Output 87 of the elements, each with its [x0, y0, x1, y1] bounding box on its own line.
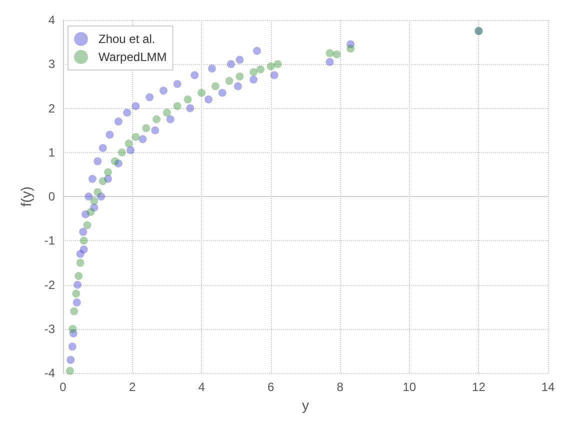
point	[88, 174, 96, 183]
point	[70, 307, 78, 316]
point	[198, 88, 206, 97]
point	[152, 115, 161, 124]
x-tick-label: 8	[336, 380, 344, 394]
point	[80, 236, 88, 245]
x-tick-label: 6	[268, 380, 275, 394]
point	[162, 108, 171, 117]
point	[159, 86, 168, 95]
point	[72, 290, 80, 298]
y-tick-label: -4	[44, 366, 56, 380]
point	[124, 140, 133, 148]
y-axis-title: f(y)	[18, 186, 34, 207]
point	[190, 71, 199, 80]
y-tick-label: 3	[48, 57, 56, 72]
point	[132, 102, 140, 110]
point	[66, 356, 75, 364]
point	[225, 76, 234, 85]
x-tick-label: 10	[402, 380, 416, 394]
point	[79, 228, 88, 236]
point	[218, 88, 226, 97]
point	[86, 208, 95, 216]
point	[104, 168, 112, 176]
point	[253, 46, 261, 55]
point	[98, 144, 107, 152]
x-tick-label: 0	[60, 380, 67, 394]
y-tick-label: -3	[44, 322, 56, 336]
point	[234, 82, 242, 90]
point	[173, 80, 182, 88]
point	[204, 95, 212, 104]
point	[72, 298, 81, 306]
point	[74, 280, 82, 289]
y-tick-label: -2	[44, 278, 56, 292]
legend-label: WarpedLMM	[98, 50, 167, 64]
point	[266, 62, 275, 70]
point	[80, 246, 88, 254]
point	[138, 135, 147, 144]
point	[66, 366, 74, 375]
point	[250, 68, 258, 76]
point	[98, 177, 107, 186]
point	[68, 324, 77, 333]
x-tick-label: 4	[198, 380, 206, 394]
point	[84, 192, 93, 201]
x-axis-title: y	[302, 397, 309, 413]
point	[118, 148, 126, 156]
point	[274, 60, 282, 68]
point	[106, 130, 114, 139]
point	[83, 221, 92, 230]
point	[94, 188, 102, 196]
point	[326, 49, 334, 58]
point	[270, 71, 278, 80]
x-tick-label: 14	[541, 380, 555, 394]
x-tick-label: 2	[128, 380, 136, 394]
point	[186, 104, 194, 112]
point	[173, 102, 182, 110]
point	[76, 258, 84, 267]
point	[114, 118, 122, 126]
point	[236, 56, 244, 64]
point	[146, 93, 154, 102]
point	[123, 108, 132, 117]
point	[94, 157, 102, 166]
point	[326, 58, 334, 66]
x-tick-label: 12	[472, 380, 486, 394]
point	[142, 124, 150, 132]
point	[346, 44, 355, 53]
point	[74, 272, 83, 280]
point	[151, 126, 160, 134]
point	[236, 72, 244, 80]
point	[126, 146, 135, 154]
point	[132, 132, 140, 141]
y-tick-label: 2	[48, 101, 56, 116]
point	[227, 60, 236, 68]
point	[184, 95, 192, 104]
point	[166, 115, 174, 124]
y-tick-label: -1	[44, 234, 56, 248]
y-tick-label: 1	[48, 145, 56, 160]
point	[68, 342, 76, 351]
legend-label: Zhou et al.	[98, 32, 156, 46]
point	[90, 196, 98, 205]
point	[110, 157, 119, 166]
point	[332, 50, 341, 58]
y-tick-label: 4	[48, 13, 56, 27]
point	[256, 65, 264, 74]
point	[208, 64, 216, 73]
y-tick-label: 0	[48, 190, 56, 204]
point	[250, 76, 258, 84]
point	[211, 82, 220, 90]
